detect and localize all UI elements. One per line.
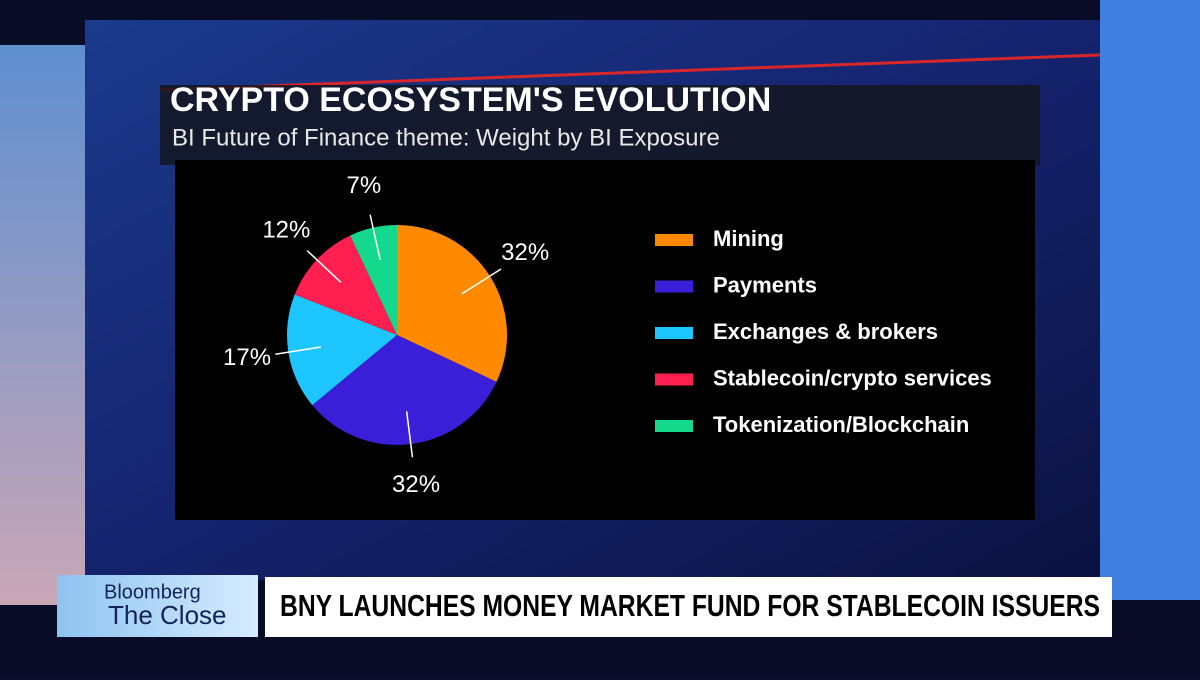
legend-label: Stablecoin/crypto services [713,365,992,390]
value-label: 7% [347,172,382,199]
leader-line [461,268,502,295]
legend-label: Payments [713,272,817,297]
pie-slice [286,294,397,406]
leader-line [306,250,342,283]
legend-label: Exchanges & brokers [713,319,938,344]
accent-line [159,53,1101,92]
pie-slice [312,335,497,445]
headline-box [265,577,1112,637]
leader-line [369,214,381,261]
value-label: 32% [501,239,549,266]
pie-slice [397,225,507,382]
legend-swatch [655,280,693,293]
pie-slice [294,235,397,335]
show-badge [57,575,258,637]
side-panel [1100,0,1200,600]
legend-swatch [655,373,693,386]
legend-swatch [655,420,693,432]
city-window [0,45,90,605]
legend-label: Tokenization/Blockchain [713,412,969,437]
leader-line [405,411,414,458]
legend-swatch [655,234,693,246]
leader-line [275,346,322,356]
show-name: The Close [108,600,227,630]
value-label: 17% [223,344,271,371]
legend-label: Mining [713,226,784,251]
legend-swatch [655,327,693,339]
chart-title: CRYPTO ECOSYSTEM'S EVOLUTION [170,81,771,119]
value-label: 32% [392,471,440,498]
headline: BNY LAUNCHES MONEY MARKET FUND FOR STABL… [280,588,1100,623]
brand: Bloomberg [104,581,201,603]
value-label: 12% [262,216,310,243]
chart-subtitle: BI Future of Finance theme: Weight by BI… [172,124,720,151]
pie-slice [350,225,397,335]
title-band [160,85,1040,165]
